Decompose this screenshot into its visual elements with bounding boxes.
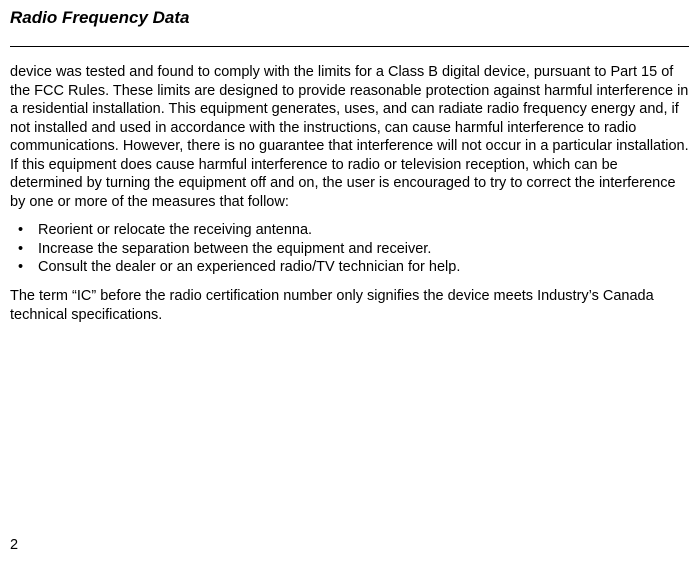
page-title: Radio Frequency Data	[10, 8, 689, 47]
list-item: Reorient or relocate the receiving anten…	[38, 221, 689, 240]
intro-paragraph: device was tested and found to comply wi…	[10, 63, 689, 211]
page-number: 2	[10, 537, 18, 553]
list-item: Increase the separation between the equi…	[38, 240, 689, 259]
closing-paragraph: The term “IC” before the radio certifica…	[10, 287, 689, 324]
document-page: Radio Frequency Data device was tested a…	[0, 0, 699, 563]
body-content: device was tested and found to comply wi…	[10, 63, 689, 324]
measures-list: Reorient or relocate the receiving anten…	[10, 221, 689, 277]
list-item: Consult the dealer or an experienced rad…	[38, 258, 689, 277]
